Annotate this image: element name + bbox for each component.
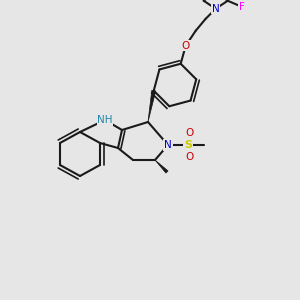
Text: O: O — [186, 152, 194, 162]
Text: N: N — [164, 140, 172, 150]
Polygon shape — [155, 160, 168, 173]
Text: O: O — [186, 128, 194, 138]
Text: N: N — [212, 4, 220, 14]
Text: O: O — [182, 41, 190, 51]
Text: S: S — [184, 140, 192, 150]
Text: NH: NH — [97, 115, 113, 125]
Polygon shape — [148, 90, 156, 122]
Text: F: F — [239, 2, 244, 12]
